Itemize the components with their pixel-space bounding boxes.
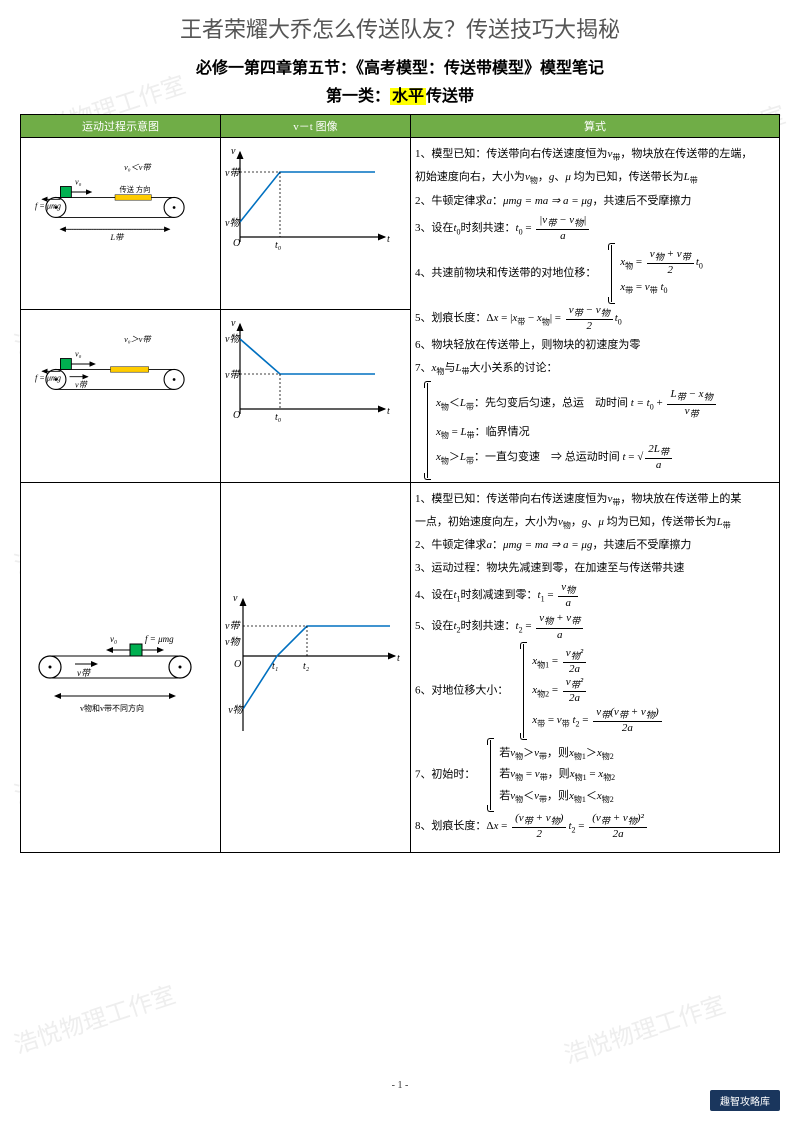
page-title: 王者荣耀大乔怎么传送队友？传送技巧大揭秘 <box>0 0 800 52</box>
doc-header-2: 第一类：水平传送带 <box>0 80 800 108</box>
svg-text:v带: v带 <box>75 381 89 390</box>
conveyor-diagram-2: v₀＞v带 v₀ f = μmg v带 <box>25 324 205 424</box>
svg-text:t: t <box>387 406 390 417</box>
svg-text:v₀: v₀ <box>110 634 117 644</box>
svg-text:v带: v带 <box>225 167 241 179</box>
watermark: 浩悦物理工作室 <box>559 985 730 1070</box>
th-calc: 算式 <box>410 115 779 138</box>
calc-line: 5、设在t2时刻共速：t2 = v物 + v带a <box>415 612 775 641</box>
calc-line: 2、牛顿定律求a：μmg = ma ⇒ a = μg，共速后不受摩擦力 <box>415 191 775 212</box>
svg-text:v带: v带 <box>77 668 92 678</box>
calc-line: 2、牛顿定律求a：μmg = ma ⇒ a = μg，共速后不受摩擦力 <box>415 535 775 556</box>
calc-line: 一点，初始速度向左，大小为v物，g、μ 均为已知，传送带长为L带 <box>415 512 775 533</box>
svg-text:t: t <box>387 234 390 245</box>
calc-line: 3、运动过程：物块先减速到零，在加速至与传送带共速 <box>415 558 775 579</box>
svg-text:v物: v物 <box>225 636 241 648</box>
svg-text:v: v <box>231 318 236 329</box>
cell-calc-3: 1、模型已知：传送带向右传送速度恒为v带，物块放在传送带上的某 一点，初始速度向… <box>410 482 779 852</box>
svg-text:v₀: v₀ <box>75 178 82 187</box>
svg-text:L带: L带 <box>109 233 125 242</box>
vt-graph-2: t v v物 v带 t₀ O <box>225 314 395 424</box>
svg-text:t₀: t₀ <box>275 412 282 423</box>
th-diagram: 运动过程示意图 <box>21 115 221 138</box>
svg-text:f = μmg: f = μmg <box>35 201 61 210</box>
calc-line: 6、物块轻放在传送带上，则物块的初速度为零 <box>415 335 775 356</box>
svg-text:O: O <box>234 659 241 670</box>
cond-label-2: v₀＞v带 <box>124 335 152 344</box>
svg-text:v物: v物 <box>225 333 241 345</box>
svg-text:v带: v带 <box>225 620 241 632</box>
svg-text:− v物: − v物 <box>225 704 245 716</box>
svg-text:t₂: t₂ <box>303 661 310 672</box>
table-row: v₀＜v带 传送 方向 v₀ f = μmg L带 <box>21 138 780 310</box>
header2-prefix: 第一类： <box>326 88 390 105</box>
svg-text:v物: v物 <box>225 217 241 229</box>
calc-line: 3、设在t0时刻共速：t0 = |v带 − v物|a <box>415 214 775 243</box>
svg-text:O: O <box>233 238 240 249</box>
calc-line: 4、设在t1时刻减速到零：t1 = v物a <box>415 581 775 610</box>
corner-logo: 趣智攻略库 <box>710 1090 780 1111</box>
cell-diagram-2: v₀＞v带 v₀ f = μmg v带 <box>21 310 221 482</box>
calc-line: 7、x物与L带大小关系的讨论： <box>415 358 775 379</box>
svg-text:v₀: v₀ <box>75 350 82 359</box>
cell-vt-3: t v v带 v物 − v物 t₁ t₂ O <box>220 482 410 852</box>
header2-highlight: 水平 <box>390 88 426 105</box>
svg-text:O: O <box>233 410 240 421</box>
calc-line: 5、划痕长度：Δx = |x带 − x物| = v带 − v物2t0 <box>415 304 775 333</box>
svg-text:t: t <box>397 653 400 664</box>
doc-header-1: 必修一第四章第五节：《高考模型：传送带模型》模型笔记 <box>0 52 800 80</box>
table-row: v₀ f = μmg v带 v物和v带不同方向 t v <box>21 482 780 852</box>
cell-diagram-3: v₀ f = μmg v带 v物和v带不同方向 <box>21 482 221 852</box>
cell-diagram-1: v₀＜v带 传送 方向 v₀ f = μmg L带 <box>21 138 221 310</box>
svg-text:t₁: t₁ <box>272 661 278 672</box>
vt-graph-1: t v v带 v物 t₀ O <box>225 142 395 252</box>
cond-label-1: v₀＜v带 <box>124 163 152 172</box>
conveyor-diagram-1: v₀＜v带 传送 方向 v₀ f = μmg L带 <box>25 152 205 252</box>
cell-vt-2: t v v物 v带 t₀ O <box>220 310 410 482</box>
calc-line: 4、共速前物块和传送带的对地位移： x物 = v物 + v带2t0 x带 = v… <box>415 245 775 302</box>
svg-text:f = μmg: f = μmg <box>35 374 61 383</box>
vt-graph-3: t v v带 v物 − v物 t₁ t₂ O <box>225 591 405 741</box>
cell-vt-1: t v v带 v物 t₀ O <box>220 138 410 310</box>
svg-text:v: v <box>233 593 238 604</box>
svg-text:v带: v带 <box>225 369 241 381</box>
page-number: - 1 - <box>0 1080 800 1091</box>
header2-suffix: 传送带 <box>426 88 474 105</box>
svg-text:f = μmg: f = μmg <box>145 634 174 644</box>
calc-line: 初始速度向右，大小为v物，g、μ 均为已知，传送带长为L带 <box>415 167 775 188</box>
model-table: 运动过程示意图 v－t 图像 算式 v₀＜v带 传送 方向 v₀ <box>20 114 780 853</box>
watermark: 浩悦物理工作室 <box>9 975 180 1060</box>
calc-line: 8、划痕长度：Δx = (v带 + v物)2t2 = (v带 + v物)²2a <box>415 812 775 841</box>
svg-text:v: v <box>231 146 236 157</box>
belt-dir-label: 传送 方向 <box>120 185 151 194</box>
cond-label-3: v物和v带不同方向 <box>80 703 144 713</box>
conveyor-diagram-3: v₀ f = μmg v带 v物和v带不同方向 <box>25 601 205 731</box>
svg-text:t₀: t₀ <box>275 240 282 251</box>
calc-line: 6、对地位移大小： x物1 = v物²2a x物2 = v带²2a x带 = v… <box>415 644 775 738</box>
th-vtgraph: v－t 图像 <box>220 115 410 138</box>
calc-line: 1、模型已知：传送带向右传送速度恒为v带，物块放在传送带的左端， <box>415 144 775 165</box>
calc-line: 7、初始时： 若v物＞v带，则x物1＞x物2 若v物 = v带，则x物1 = x… <box>415 740 775 810</box>
calc-line: 1、模型已知：传送带向右传送速度恒为v带，物块放在传送带上的某 <box>415 489 775 510</box>
cell-calc-1: 1、模型已知：传送带向右传送速度恒为v带，物块放在传送带的左端， 初始速度向右，… <box>410 138 779 483</box>
